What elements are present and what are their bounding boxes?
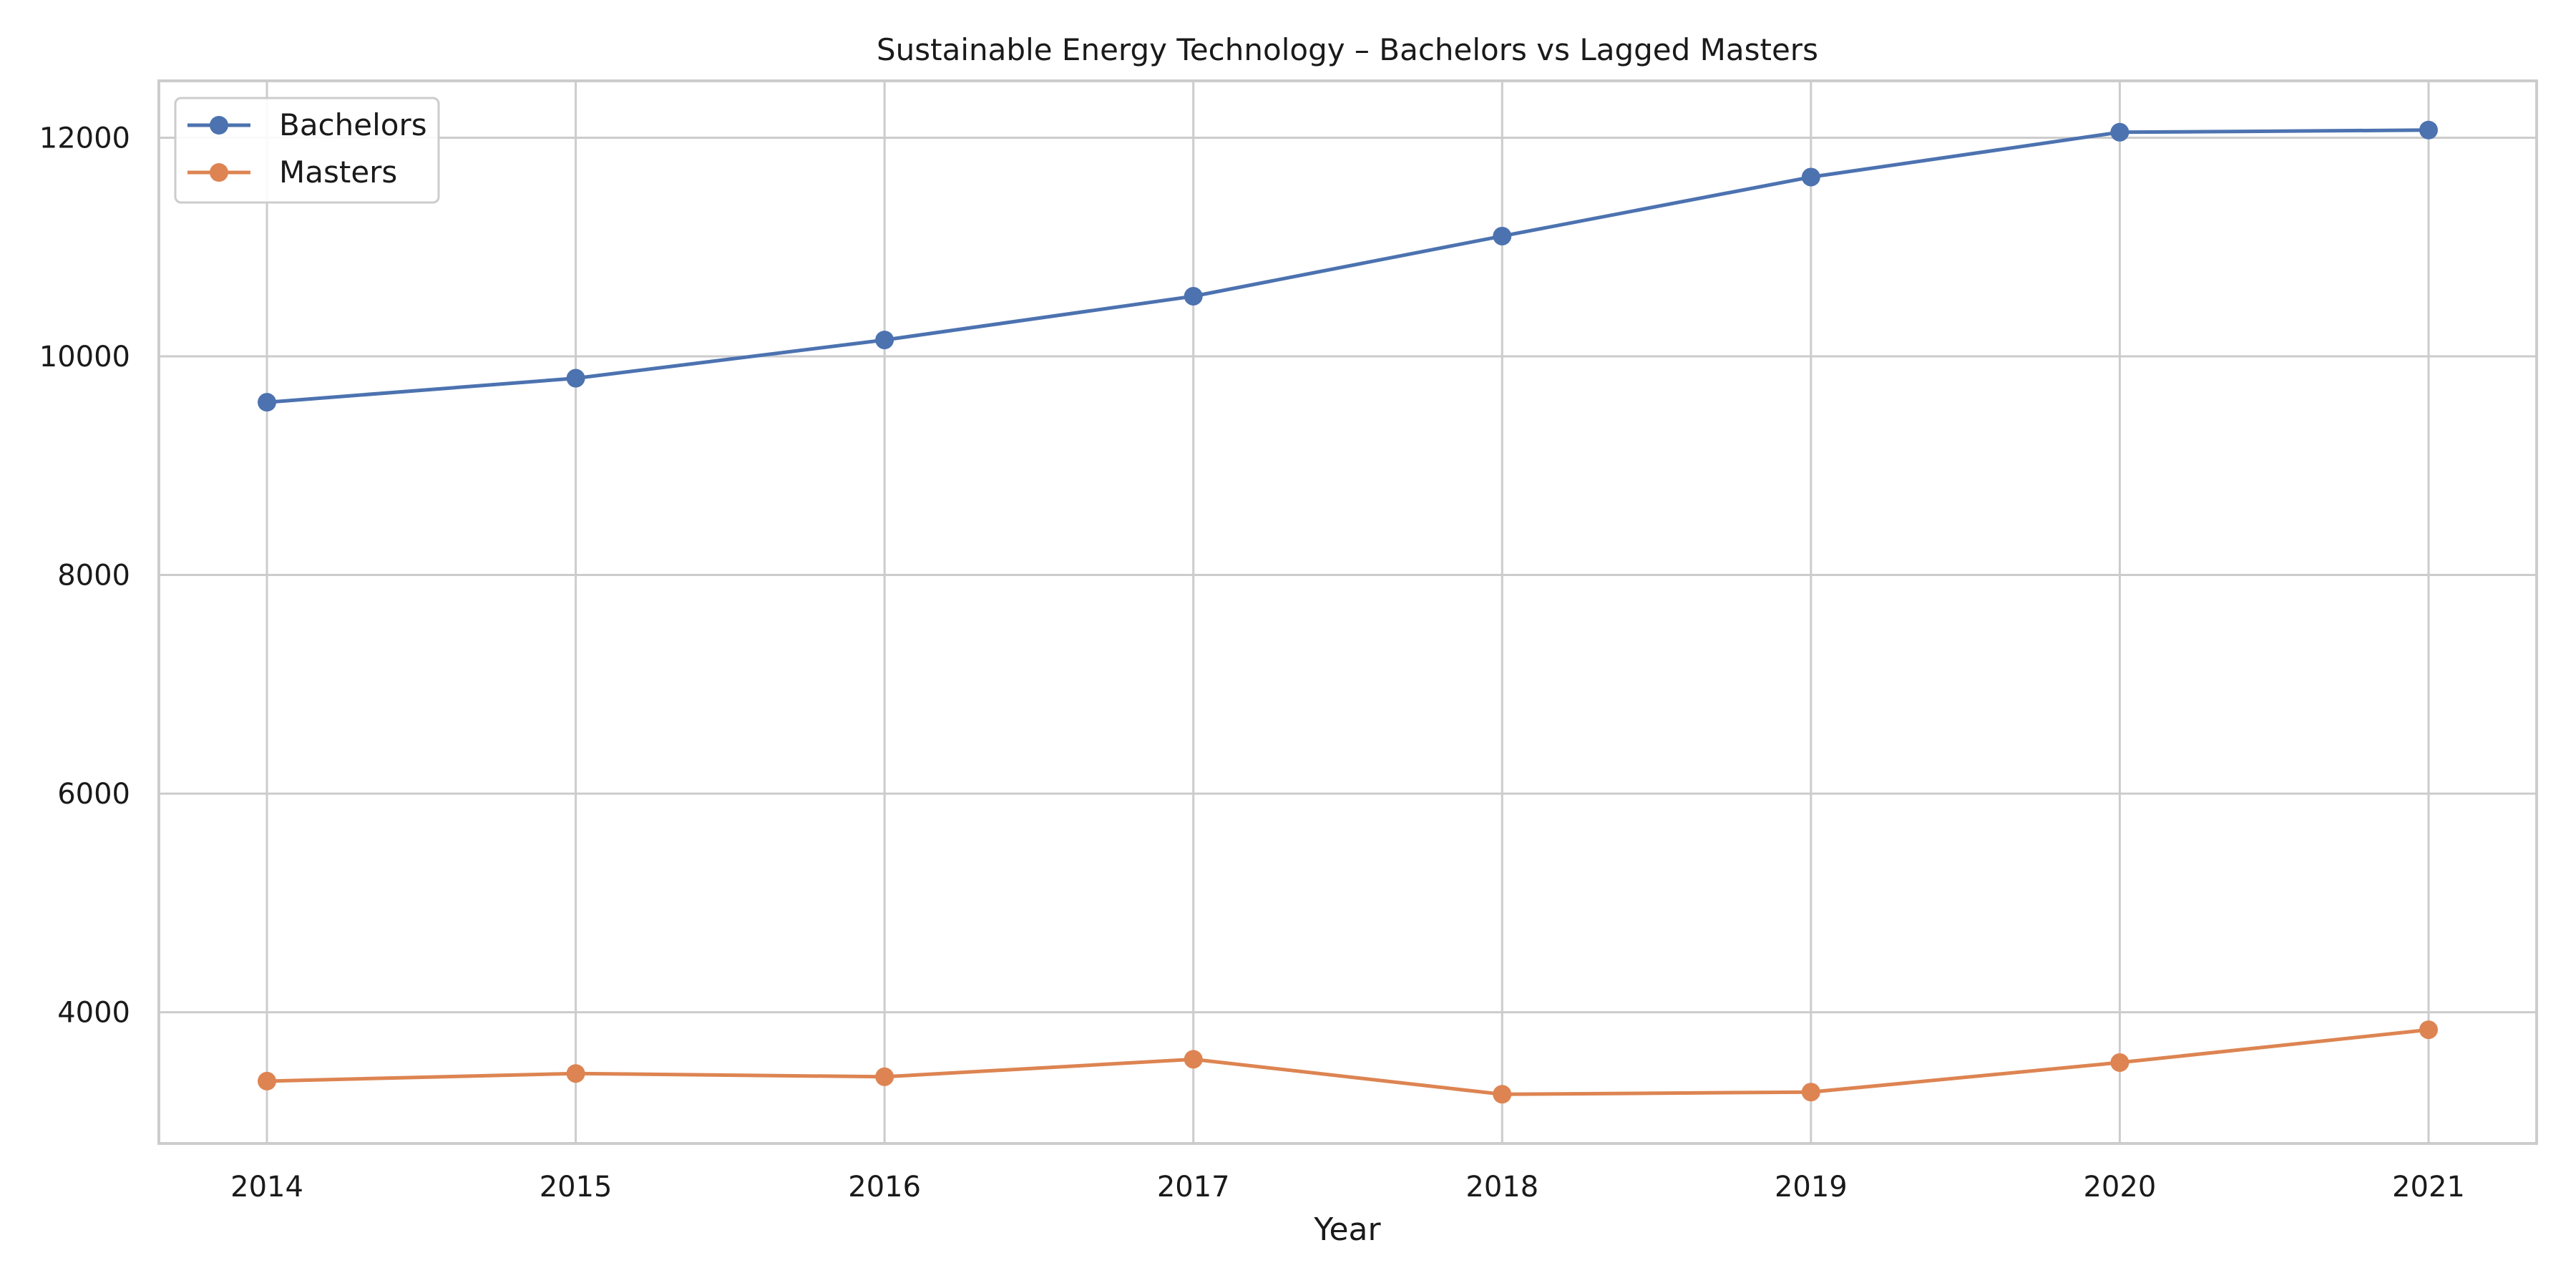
- y-tick-label: 4000: [57, 997, 130, 1030]
- series-line-masters: [266, 1028, 2429, 1096]
- x-tick-label: 2016: [848, 1171, 921, 1204]
- data-point-bachelors: [2110, 122, 2129, 142]
- x-tick-label: 2021: [2392, 1171, 2465, 1204]
- x-tick-label: 2018: [1465, 1171, 1538, 1204]
- data-point-masters: [2110, 1053, 2129, 1072]
- plot-frame: [157, 79, 2538, 1145]
- grid: [159, 81, 2537, 1143]
- data-point-masters: [2419, 1020, 2438, 1040]
- legend-label: Bachelors: [279, 107, 427, 142]
- data-point-masters: [1184, 1050, 1203, 1069]
- data-point-masters: [1493, 1085, 1512, 1104]
- x-tick-label: 2017: [1157, 1171, 1230, 1204]
- x-tick-label: 2014: [230, 1171, 303, 1204]
- legend-swatch-marker: [210, 163, 228, 182]
- data-point-bachelors: [566, 369, 585, 388]
- y-axis: 4000 6000 8000 10000 12000: [39, 122, 130, 1029]
- data-point-masters: [566, 1064, 585, 1083]
- y-tick-label: 6000: [57, 778, 130, 811]
- legend-label: Masters: [279, 155, 397, 190]
- data-point-bachelors: [2419, 120, 2438, 140]
- y-tick-label: 8000: [57, 560, 130, 592]
- legend-swatch-marker: [210, 116, 228, 135]
- legend: Bachelors Masters: [174, 97, 440, 204]
- data-point-bachelors: [875, 331, 894, 350]
- chart-title: Sustainable Energy Technology – Bachelor…: [877, 32, 1818, 67]
- data-point-bachelors: [1493, 226, 1512, 245]
- data-point-bachelors: [1801, 167, 1820, 187]
- x-tick-label: 2020: [2083, 1171, 2156, 1204]
- x-tick-label: 2015: [540, 1171, 613, 1204]
- x-tick-label: 2019: [1775, 1171, 1848, 1204]
- data-point-bachelors: [258, 393, 277, 412]
- y-tick-label: 10000: [39, 341, 130, 374]
- x-axis-label: Year: [1313, 1211, 1381, 1248]
- series: [258, 120, 2438, 1104]
- x-axis: 2014 2015 2016 2017 2018 2019 2020 2021: [230, 1171, 2465, 1204]
- data-point-masters: [875, 1067, 894, 1086]
- data-point-bachelors: [1184, 286, 1203, 306]
- series-line-bachelors: [266, 128, 2429, 404]
- y-tick-label: 12000: [39, 122, 130, 155]
- data-point-masters: [1801, 1083, 1820, 1102]
- data-point-masters: [258, 1071, 277, 1091]
